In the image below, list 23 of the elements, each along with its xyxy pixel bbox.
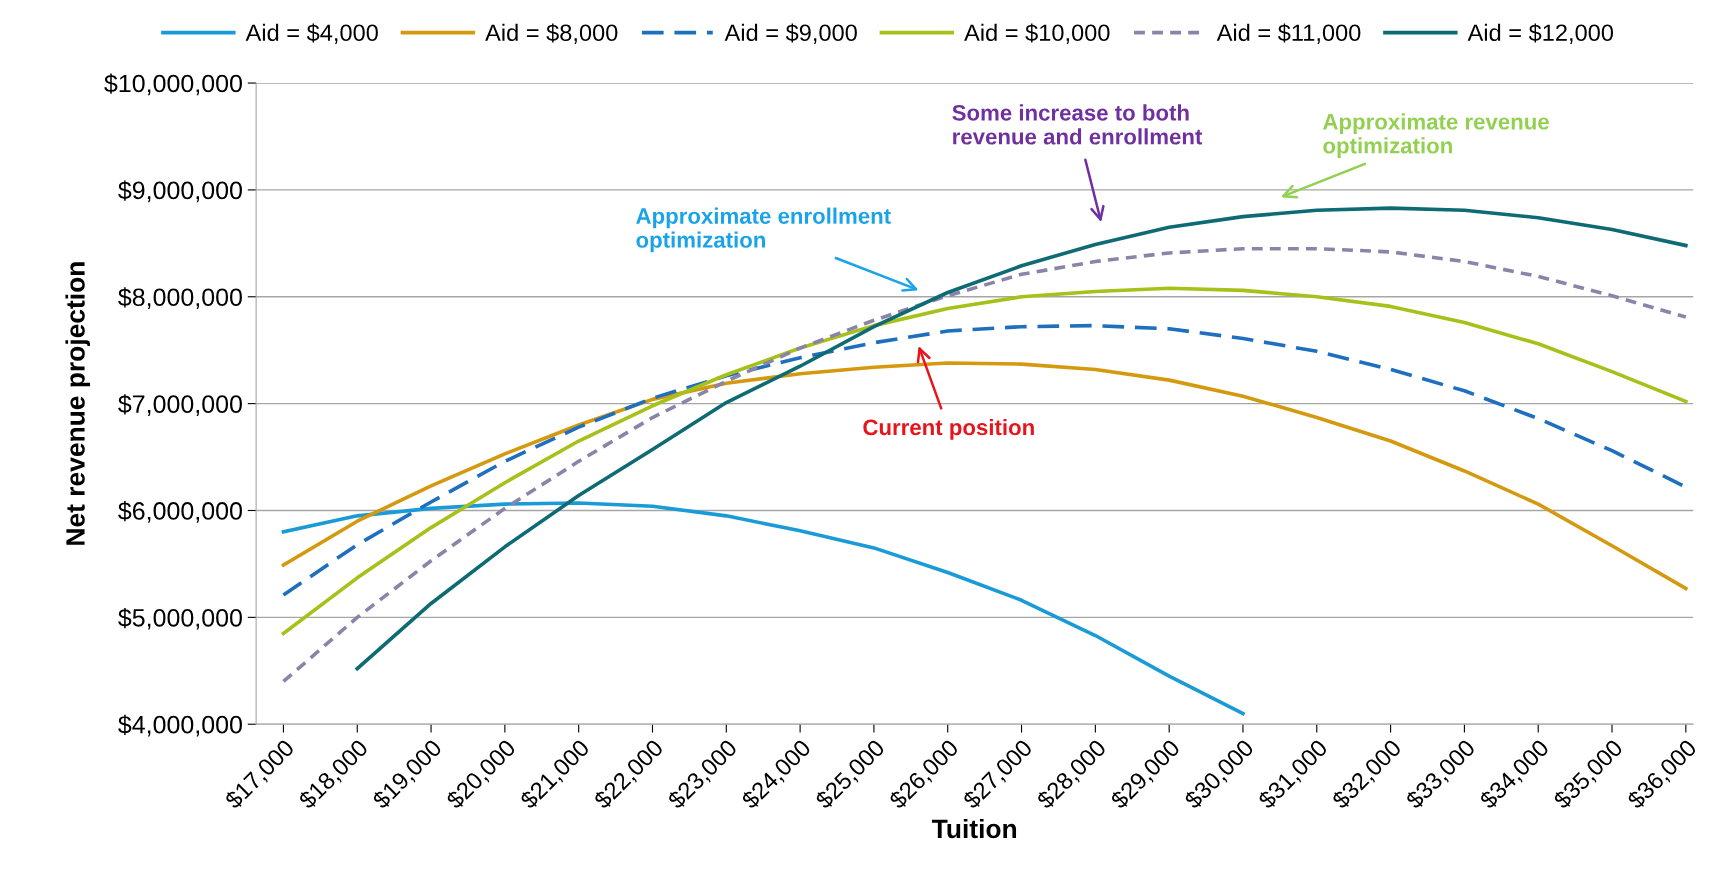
annotation: Some increase to both revenue and enrollment	[952, 104, 1203, 145]
legend-label: Aid = $8,000	[485, 23, 618, 44]
line-series	[281, 361, 1688, 591]
annotation: Current position	[863, 418, 1034, 440]
x-axis-title: Tuition	[931, 818, 1017, 839]
y-tick-label: $6,000,000	[118, 501, 242, 523]
line-series	[281, 286, 1688, 636]
y-tick-label: $9,000,000	[118, 180, 242, 203]
legend-label: Aid = $9,000	[724, 23, 857, 44]
legend-label: Aid = $11,000	[1216, 23, 1361, 44]
legend-label: Aid = $10,000	[964, 23, 1110, 44]
y-tick-label: $8,000,000	[118, 287, 242, 310]
y-axis-title: Net revenue projection	[65, 262, 91, 545]
y-tick-label: $5,000,000	[118, 607, 242, 630]
y-tick-label: $4,000,000	[118, 714, 242, 737]
legend-label: Aid = $4,000	[245, 23, 378, 44]
y-tick-label: $10,000,000	[104, 73, 242, 96]
y-tick-label: $7,000,000	[118, 394, 242, 416]
legend-label: Aid = $12,000	[1467, 23, 1614, 44]
annotation: Approximate enrollment optimization	[636, 207, 891, 253]
line-series	[281, 501, 1245, 716]
annotation: Approximate revenue optimization	[1323, 113, 1549, 158]
line-series	[355, 206, 1688, 671]
